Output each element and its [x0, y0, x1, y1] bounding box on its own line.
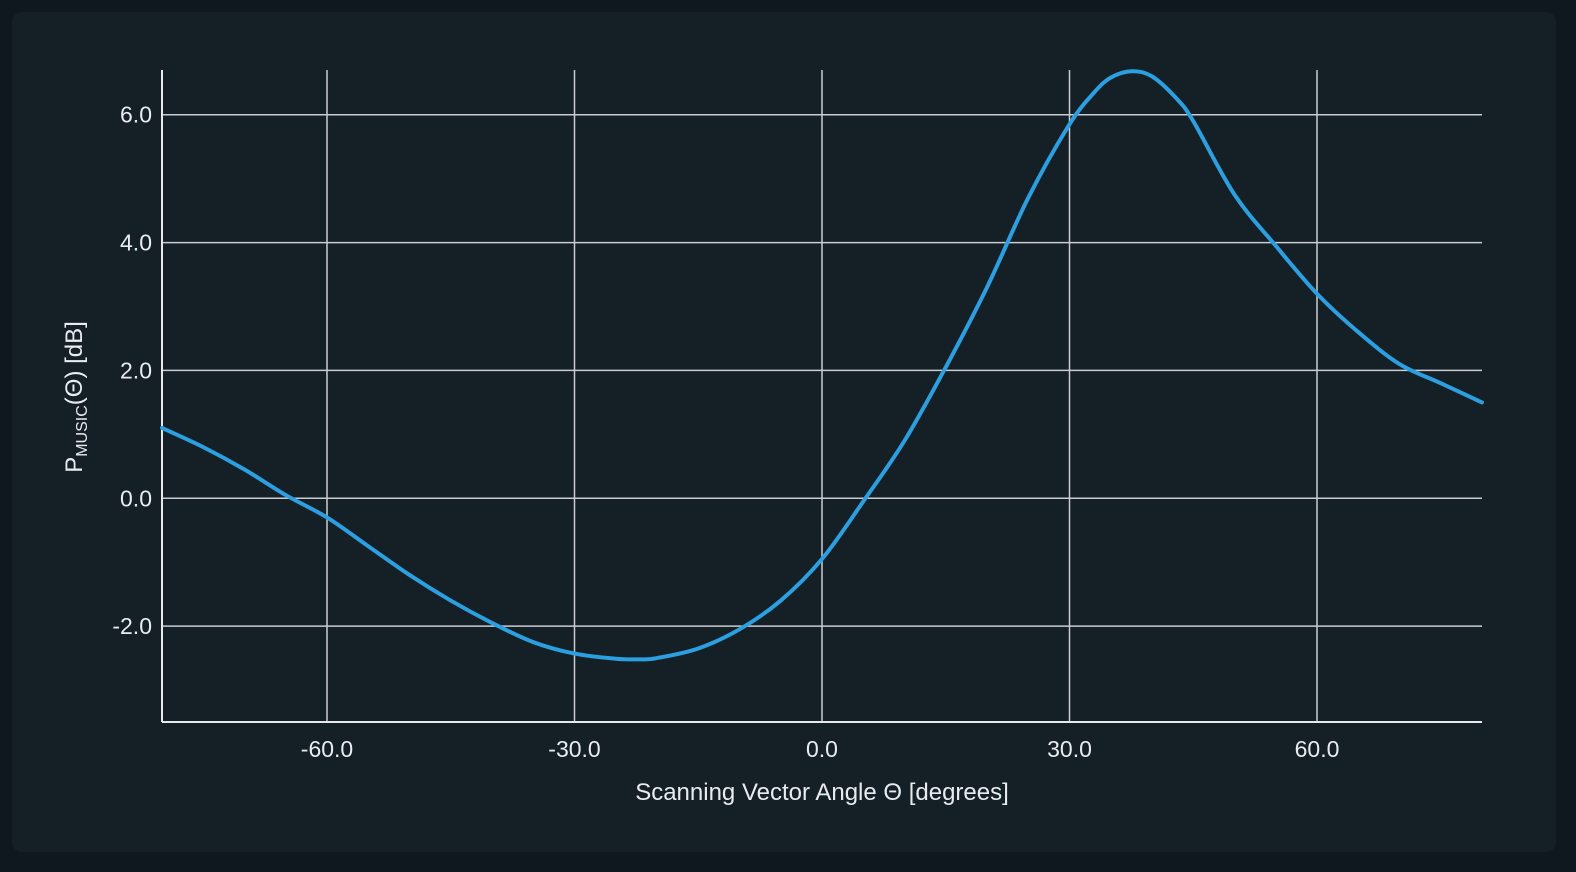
y-tick-label: 2.0: [120, 357, 152, 383]
y-tick-label: 6.0: [120, 102, 152, 128]
grid: [162, 70, 1482, 722]
series: [160, 69, 1484, 662]
axes: [161, 70, 1482, 723]
x-tick-label: 30.0: [1047, 736, 1092, 762]
y-axis-title-sub: MUSIC: [74, 405, 91, 457]
x-tick-label: 60.0: [1295, 736, 1340, 762]
x-tick-label: -30.0: [548, 736, 600, 762]
x-tick-label: -60.0: [301, 736, 353, 762]
y-tick-label: 0.0: [120, 485, 152, 511]
x-tick-label: 0.0: [806, 736, 838, 762]
y-tick-label: 4.0: [120, 230, 152, 256]
series-line: [160, 69, 1484, 662]
y-axis-title-rest: (Θ) [dB]: [61, 321, 88, 405]
y-axis-title-main: P: [61, 457, 88, 473]
y-axis-title: PMUSIC(Θ) [dB]: [61, 321, 91, 473]
y-tick-label: -2.0: [112, 613, 152, 639]
chart-panel: [12, 12, 1556, 852]
tick-labels: -60.0 -30.0 0.0 30.0 60.0 -2.0 0.0 2.0 4.0 6.0: [112, 102, 1339, 762]
x-axis-title: Scanning Vector Angle Θ [degrees]: [635, 779, 1009, 806]
